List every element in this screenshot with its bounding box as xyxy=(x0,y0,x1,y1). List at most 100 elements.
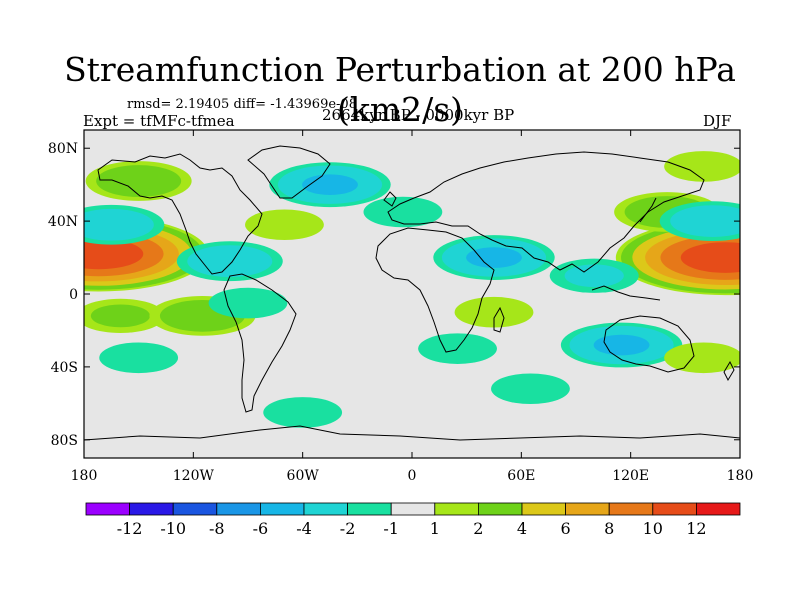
coast-antarctica xyxy=(84,425,740,441)
coast-british-isles xyxy=(383,191,397,207)
colorbar-label: -6 xyxy=(253,519,269,538)
colorbar-label: -4 xyxy=(296,519,312,538)
colorbar-swatch xyxy=(216,502,261,516)
colorbar-swatch xyxy=(696,502,741,516)
field-anomaly xyxy=(560,322,683,368)
contour-fill xyxy=(466,247,522,268)
colorbar-swatch xyxy=(85,502,130,516)
field-anomaly xyxy=(491,373,570,405)
y-tick-label: 80N xyxy=(48,141,78,157)
x-tick-label: 0 xyxy=(408,468,417,484)
colorbar-swatch xyxy=(303,502,348,516)
colorbar-swatch xyxy=(259,502,305,516)
colorbar-swatch xyxy=(390,502,436,516)
coast-madagascar xyxy=(493,306,505,333)
stats-text: rmsd= 2.19405 diff= -1.43969e-08 xyxy=(127,97,357,112)
colorbar-label: 10 xyxy=(643,519,663,538)
contour-fill xyxy=(302,174,358,195)
contour-fill xyxy=(208,287,288,319)
map-axes: 180 120W 60W 0 60E 120E 180 80N 40N 0 40S 80S xyxy=(48,130,753,484)
field-anomaly xyxy=(99,342,179,374)
field-anomaly xyxy=(208,287,288,319)
coast-north-america xyxy=(97,153,263,275)
x-tick-label: 60W xyxy=(287,468,320,484)
field-anomaly xyxy=(85,161,192,201)
field-anomaly xyxy=(269,162,391,208)
field-anomaly xyxy=(454,296,534,328)
colorbar-swatch xyxy=(477,502,523,516)
colorbar-label: 6 xyxy=(561,519,571,538)
colorbar-swatch xyxy=(172,502,218,516)
season-label: DJF xyxy=(703,112,732,130)
y-tick-label: 40N xyxy=(48,214,78,230)
colorbar-label: 4 xyxy=(517,519,527,538)
coast-australia xyxy=(603,315,695,373)
coast-greenland xyxy=(247,145,331,199)
streamfunction-field xyxy=(84,130,740,458)
colorbar-swatch xyxy=(434,502,479,516)
coast-new-zealand xyxy=(723,360,735,382)
field-anomaly xyxy=(263,397,343,428)
period-label: 2664kyr BP - 0000kyr BP xyxy=(322,106,515,124)
contour-fill xyxy=(99,342,179,374)
field-anomaly xyxy=(245,209,324,241)
field-anomaly xyxy=(84,298,165,333)
chart-title: Streamfunction Perturbation at 200 hPa (… xyxy=(64,50,736,129)
y-tick-label: 0 xyxy=(69,287,78,303)
contour-fill xyxy=(680,242,740,273)
y-tick-label: 80S xyxy=(51,433,78,449)
contour-fill xyxy=(84,208,154,241)
colorbar-swatch xyxy=(565,502,610,516)
colorbar-label: -12 xyxy=(117,519,143,538)
colorbar-swatch xyxy=(129,502,174,516)
contour-fill xyxy=(670,205,740,238)
contour-fill xyxy=(664,151,740,182)
field-anomaly xyxy=(659,201,740,242)
field-background xyxy=(84,130,740,458)
coast-indonesia xyxy=(591,285,661,301)
x-tick-label: 120W xyxy=(173,468,215,484)
x-tick-label: 180 xyxy=(71,468,98,484)
colorbar-label: 2 xyxy=(473,519,483,538)
field-anomaly xyxy=(664,151,740,182)
coastlines xyxy=(84,145,740,441)
colorbar-label: -1 xyxy=(383,519,399,538)
colorbar: -12 -10 -8 -6 -4 -2 -1 1 2 4 6 8 10 12 xyxy=(85,502,741,538)
field-anomaly xyxy=(664,342,740,374)
contour-fill xyxy=(245,209,324,241)
x-tick-label: 60E xyxy=(507,468,535,484)
coast-eurasia xyxy=(387,151,705,273)
contour-fill xyxy=(491,373,570,405)
field-anomaly xyxy=(433,235,555,280)
y-tick-label: 40S xyxy=(51,360,78,376)
field-anomaly xyxy=(363,196,443,228)
colorbar-label: -10 xyxy=(160,519,186,538)
contour-fill xyxy=(84,238,144,270)
x-tick-label: 180 xyxy=(727,468,754,484)
contour-fill xyxy=(363,196,443,228)
coast-africa xyxy=(375,227,495,353)
colorbar-label: 12 xyxy=(686,519,706,538)
field-anomaly xyxy=(549,258,639,293)
experiment-label: Expt = tfMFc-tfmea xyxy=(83,112,235,130)
colorbar-swatch xyxy=(608,502,654,516)
contour-fill xyxy=(96,165,182,197)
contour-fill xyxy=(90,304,151,328)
colorbar-swatch xyxy=(347,502,392,516)
coast-japan xyxy=(639,197,657,223)
contour-fill xyxy=(263,397,343,428)
colorbar-label: -2 xyxy=(340,519,356,538)
field-anomaly xyxy=(84,204,165,245)
x-tick-label: 120E xyxy=(612,468,649,484)
contour-fill xyxy=(593,334,650,356)
colorbar-swatch xyxy=(521,502,566,516)
colorbar-label: -8 xyxy=(209,519,225,538)
contour-fill xyxy=(564,264,624,288)
colorbar-label: 8 xyxy=(604,519,614,538)
contour-fill xyxy=(664,342,740,374)
contour-fill xyxy=(187,245,273,278)
colorbar-swatch xyxy=(652,502,697,516)
contour-fill xyxy=(454,296,534,328)
coast-south-america xyxy=(223,273,297,413)
